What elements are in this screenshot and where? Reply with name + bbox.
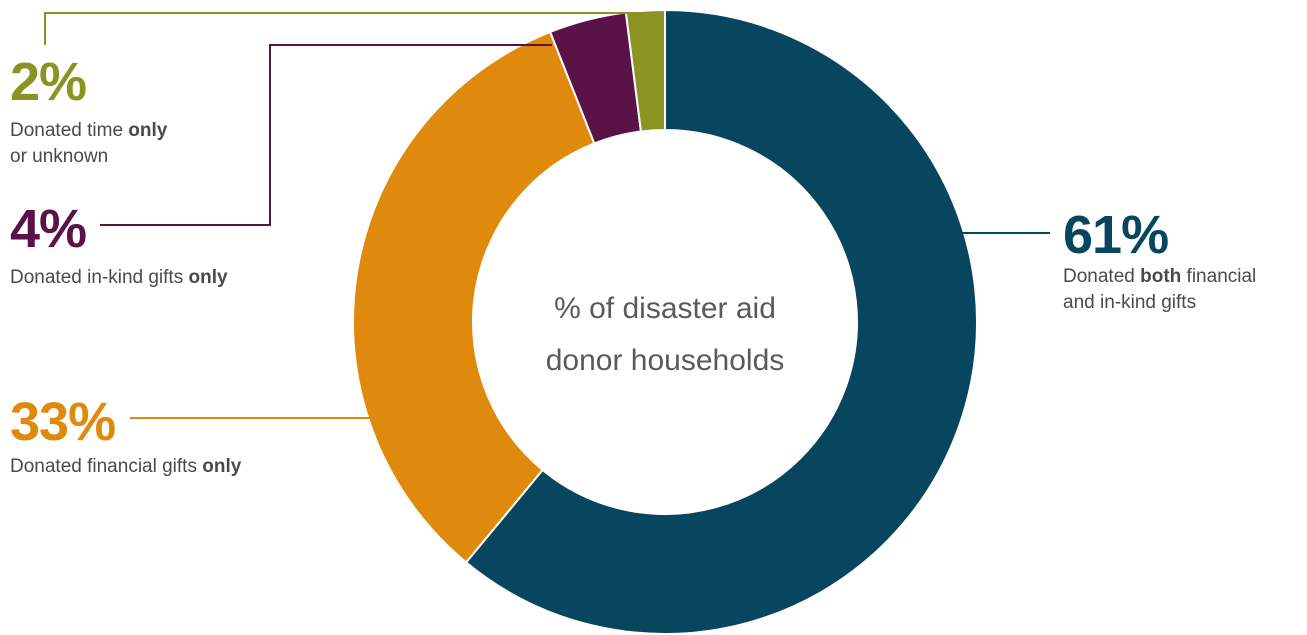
desc-label-inkind-line-1: Donated in-kind gifts only [10, 267, 228, 288]
pct-label-financial: 33% [10, 392, 115, 452]
donut-slices [352, 8, 978, 635]
slice-both [464, 8, 978, 635]
pct-label-inkind: 4% [10, 199, 86, 259]
desc-label-time-line-1: Donated time only [10, 120, 168, 141]
leader-line-inkind [100, 44, 552, 226]
leader-line-time [44, 12, 649, 45]
pct-label-time: 2% [10, 52, 86, 112]
center-label-line-2: donor households [546, 344, 785, 377]
center-label-line-1: % of disaster aid [554, 292, 776, 325]
desc-label-time-line-2: or unknown [10, 146, 108, 167]
desc-label-financial-line-1: Donated financial gifts only [10, 456, 242, 477]
slice-time [624, 8, 666, 133]
slice-labels: 61%Donated both financial and in-kind gif… [10, 52, 1256, 477]
desc-label-both-line-1: Donated both financial [1063, 266, 1256, 287]
pct-label-both: 61% [1063, 205, 1168, 265]
slice-financial [352, 30, 596, 564]
leader-lines [44, 12, 1050, 419]
desc-label-both-line-2: and in-kind gifts [1063, 292, 1196, 313]
